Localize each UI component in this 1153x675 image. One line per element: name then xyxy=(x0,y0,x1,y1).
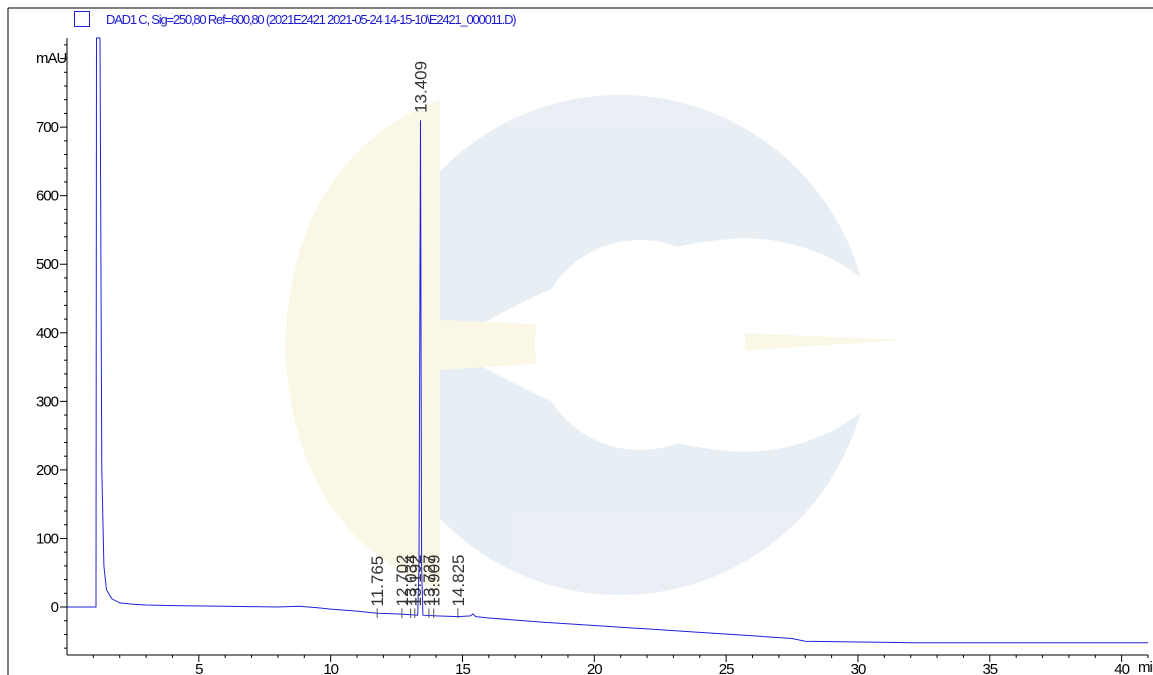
peak-label: 13.727 xyxy=(420,554,439,606)
y-tick-label: 200 xyxy=(36,462,59,479)
peak-label: 14.825 xyxy=(449,554,468,606)
x-tick-label: 15 xyxy=(455,661,470,675)
signal-trace xyxy=(67,37,1148,644)
legend: DAD1 C, Sig=250,80 Ref=600,80 (2021E2421… xyxy=(74,9,517,29)
y-tick-label: 400 xyxy=(36,325,59,342)
peak-label: 13.034 xyxy=(402,554,421,606)
watermark-logo xyxy=(285,95,905,595)
watermark-left-arc xyxy=(285,100,440,590)
x-axis-unit-label: min xyxy=(1138,659,1153,675)
y-tick-label: 700 xyxy=(36,119,59,136)
legend-label: DAD1 C, Sig=250,80 Ref=600,80 (2021E2421… xyxy=(106,11,517,27)
legend-swatch xyxy=(74,11,90,27)
x-tick-label: 10 xyxy=(323,661,338,675)
y-axis-ticks: 0 100 200 300 400 500 600 700 xyxy=(36,44,67,649)
x-tick-label: 20 xyxy=(587,661,602,675)
x-tick-label: 5 xyxy=(195,661,203,675)
x-tick-label: 30 xyxy=(851,661,866,675)
peak-label: 13.909 xyxy=(425,554,444,606)
x-tick-label: 35 xyxy=(982,661,997,675)
x-tick-label: 40 xyxy=(1114,661,1129,675)
peak-label: 13.409 xyxy=(412,61,431,113)
x-tick-label: 25 xyxy=(719,661,734,675)
y-tick-label: 300 xyxy=(36,393,59,410)
y-tick-label: 0 xyxy=(51,599,59,616)
y-tick-label: 100 xyxy=(36,530,59,547)
watermark-hole xyxy=(535,240,745,450)
signal-line xyxy=(67,37,1148,644)
y-tick-label: 500 xyxy=(36,256,59,273)
y-tick-label: 600 xyxy=(36,188,59,205)
y-axis-unit-label: mAU xyxy=(36,50,67,67)
x-axis-ticks: 5 10 15 20 25 30 35 40 xyxy=(92,655,1149,675)
plot-axes: mAU min xyxy=(7,7,1153,675)
peak-label: 13.192 xyxy=(406,554,425,606)
peak-label: 12.702 xyxy=(393,554,412,606)
peak-label: 11.765 xyxy=(368,556,387,607)
